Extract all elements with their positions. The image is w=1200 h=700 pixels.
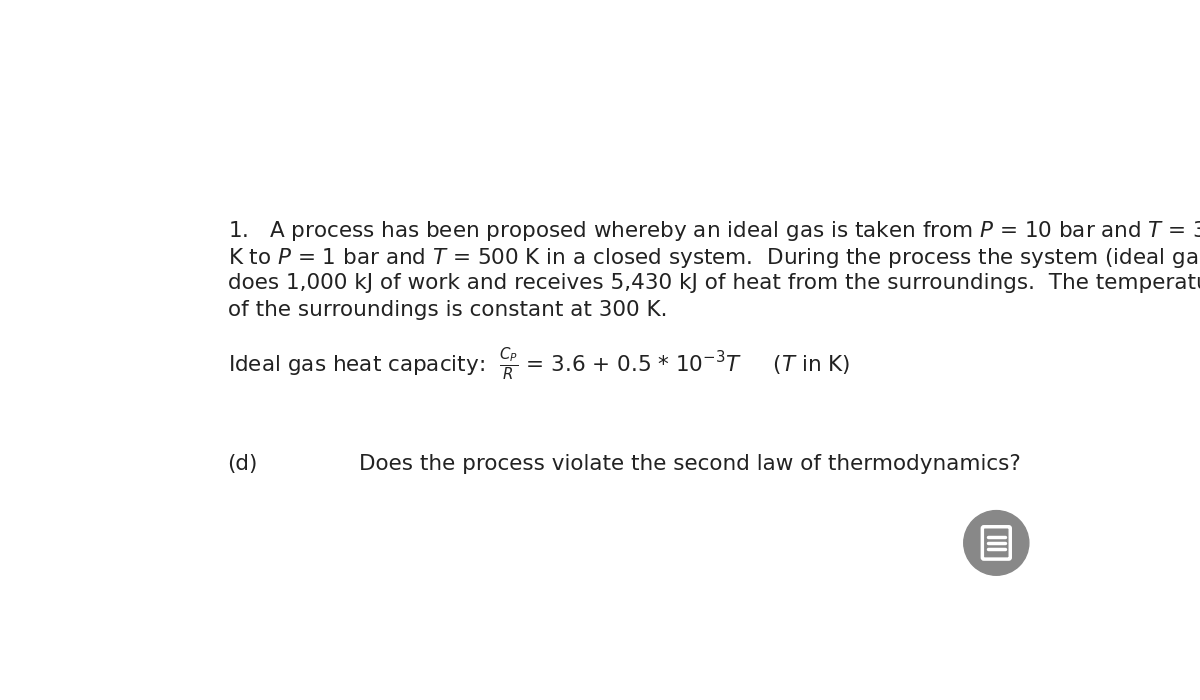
Text: 1.   A process has been proposed whereby an ideal gas is taken from $P$ = 10 bar: 1. A process has been proposed whereby a… (228, 218, 1200, 243)
Text: Ideal gas heat capacity:  $\frac{C_P}{R}$ = 3.6 + 0.5 * 10$^{-3}$$T$     ($T$ in: Ideal gas heat capacity: $\frac{C_P}{R}$… (228, 346, 850, 383)
Text: K to $P$ = 1 bar and $T$ = 500 K in a closed system.  During the process the sys: K to $P$ = 1 bar and $T$ = 500 K in a cl… (228, 246, 1200, 270)
Text: Does the process violate the second law of thermodynamics?: Does the process violate the second law … (359, 454, 1021, 474)
Text: does 1,000 kJ of work and receives 5,430 kJ of heat from the surroundings.  The : does 1,000 kJ of work and receives 5,430… (228, 272, 1200, 293)
Text: of the surroundings is constant at 300 K.: of the surroundings is constant at 300 K… (228, 300, 667, 320)
Text: (d): (d) (228, 454, 258, 474)
Circle shape (964, 510, 1028, 575)
